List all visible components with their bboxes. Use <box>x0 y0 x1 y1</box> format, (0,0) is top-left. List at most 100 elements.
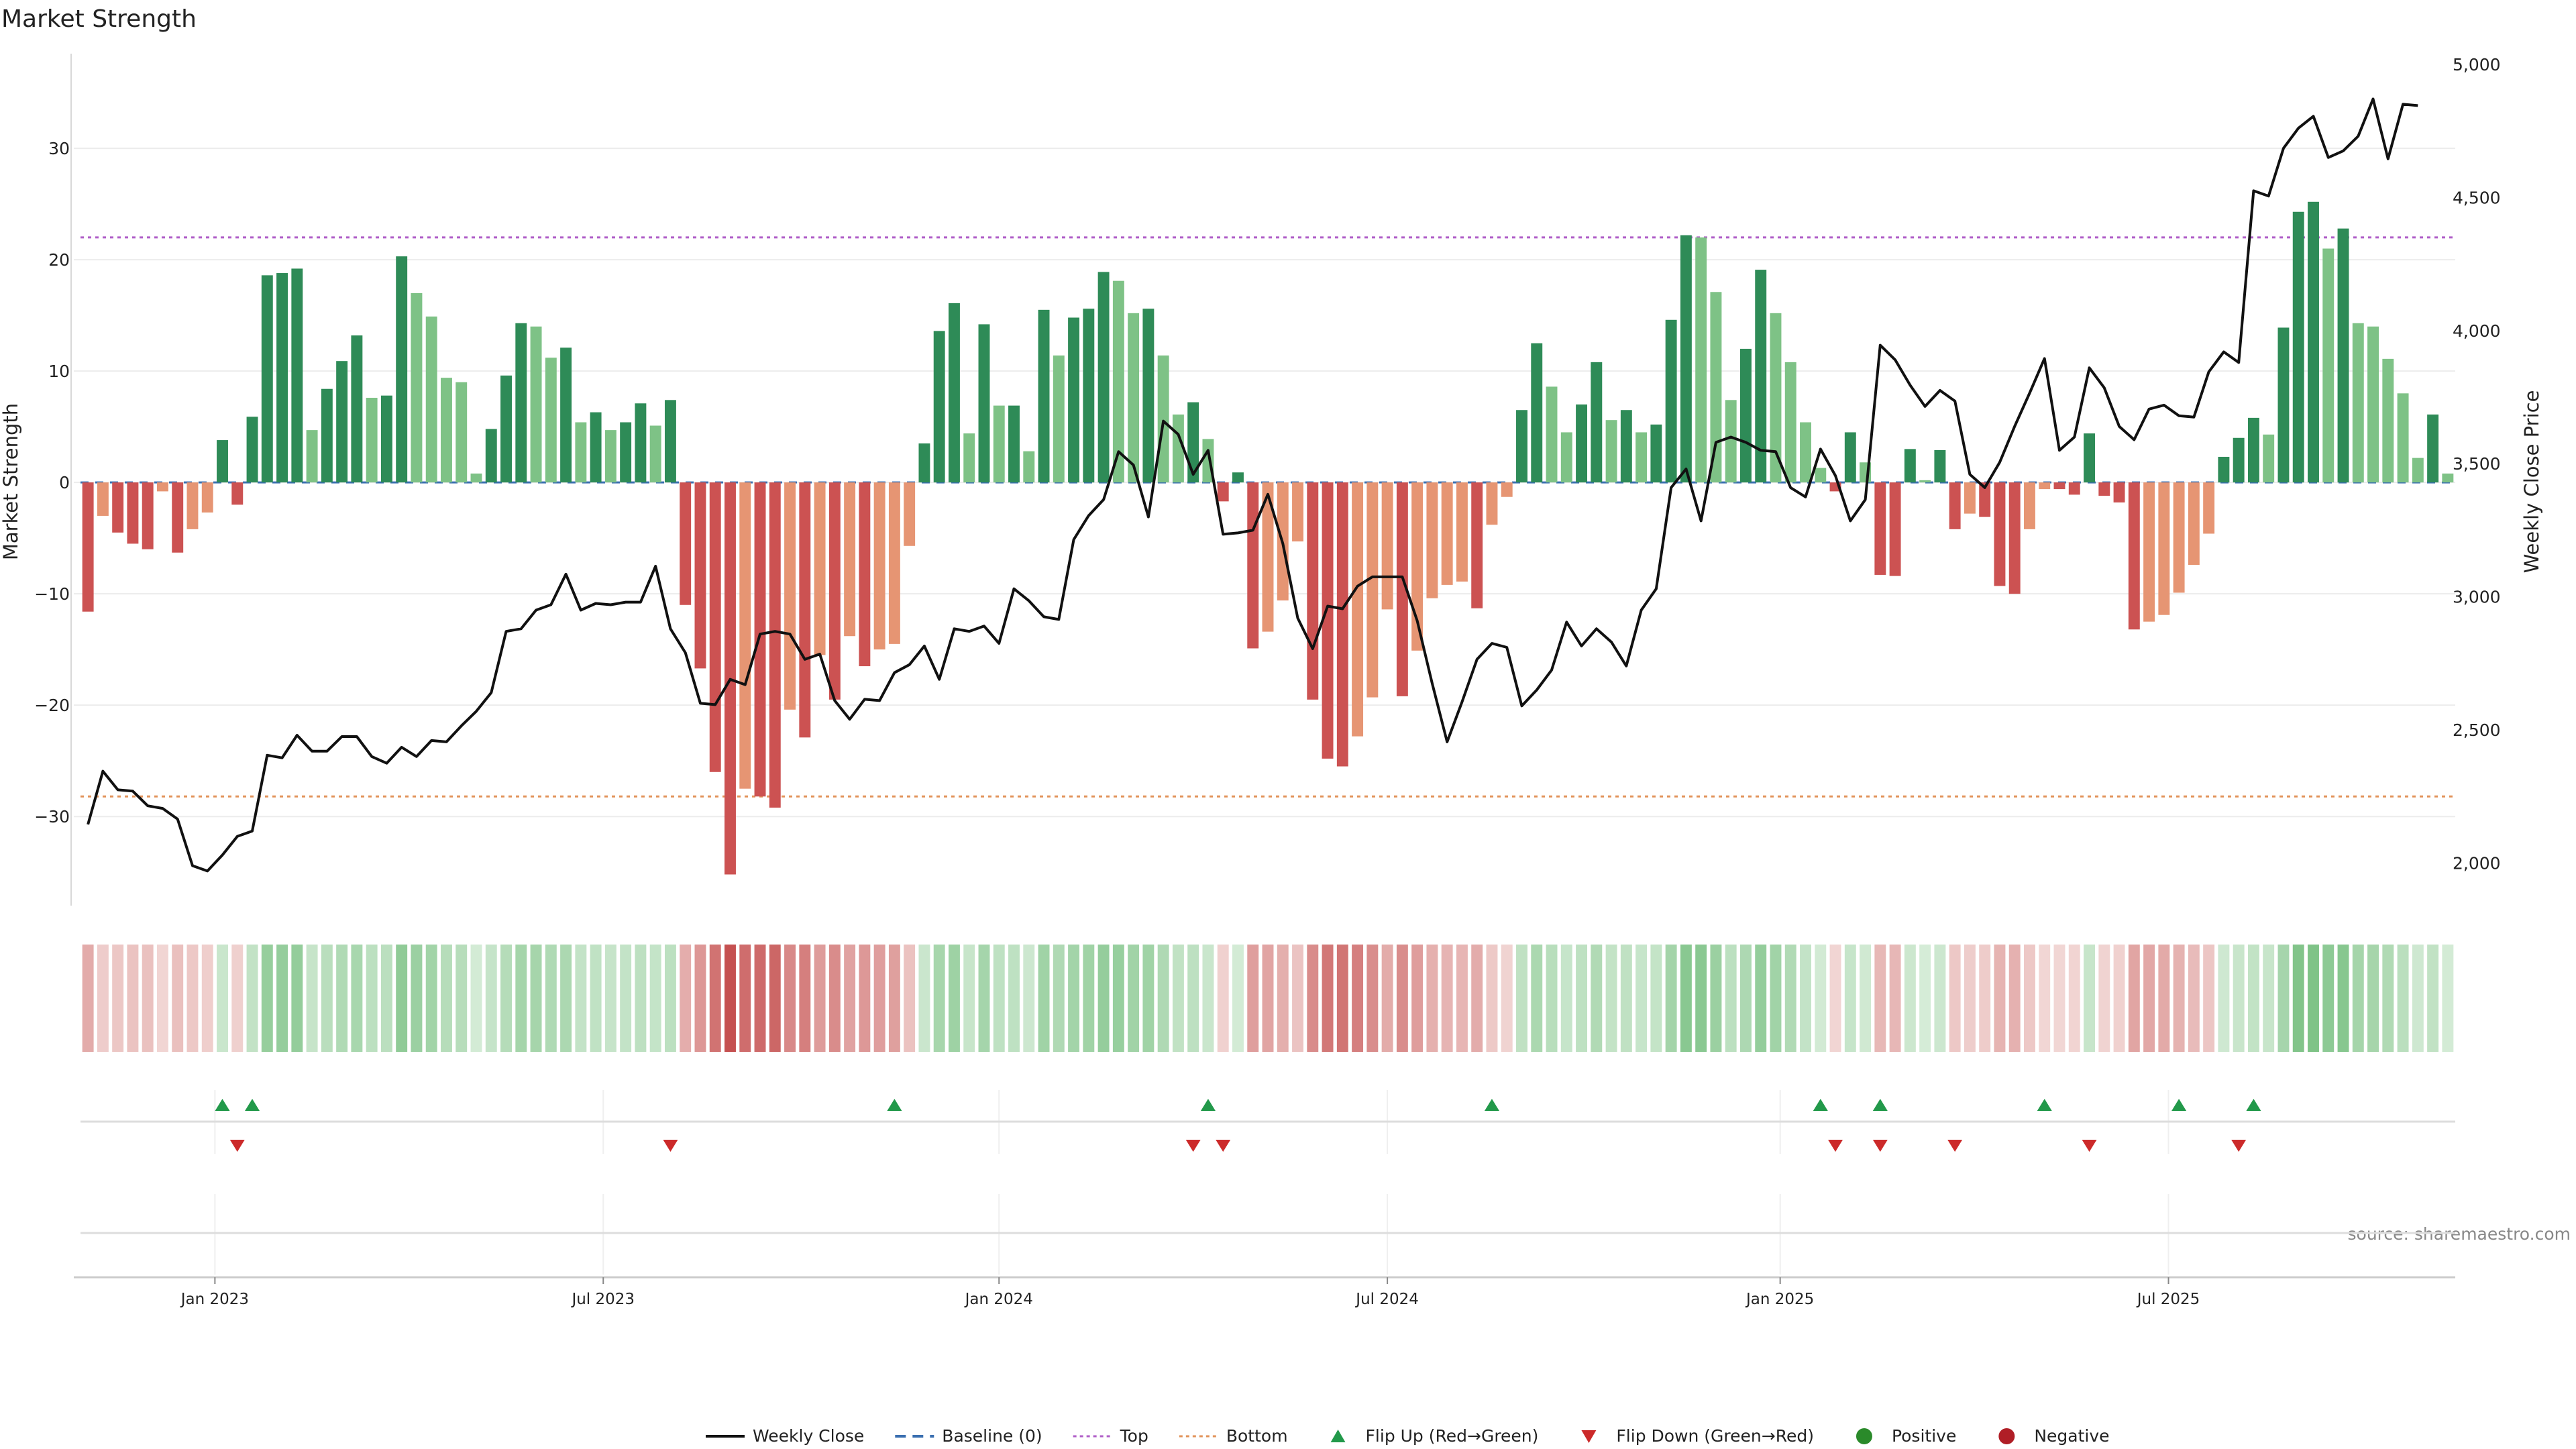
strength-bar <box>1187 402 1199 483</box>
strength-bar <box>1620 410 1632 483</box>
strength-bar <box>366 397 378 483</box>
strength-bar <box>1605 420 1617 483</box>
strength-bar <box>1128 313 1140 483</box>
heat-strip-cell <box>1665 945 1677 1052</box>
heat-strip-cell <box>1053 945 1065 1052</box>
strength-bar <box>97 482 109 516</box>
heat-strip-cell <box>1994 945 2006 1052</box>
heat-strip-cell <box>1739 945 1752 1052</box>
strength-bar <box>1964 482 1976 514</box>
heat-strip-cell <box>680 945 692 1052</box>
strength-bar <box>2382 358 2394 483</box>
strength-bar <box>709 482 721 772</box>
right-axis-label: Weekly Close Price <box>2520 390 2543 574</box>
heat-strip-cell <box>1187 945 1199 1052</box>
heat-strip-cell <box>560 945 572 1052</box>
heat-strip-cell <box>709 945 721 1052</box>
strength-bar <box>1023 451 1035 483</box>
strength-bar <box>530 326 542 483</box>
strength-bar <box>694 482 706 669</box>
heat-strip-cell <box>1322 945 1334 1052</box>
heat-strip-cell <box>1097 945 1110 1052</box>
heat-strip-cell <box>545 945 557 1052</box>
heat-strip-cell <box>172 945 184 1052</box>
heat-strip-cell <box>2024 945 2035 1052</box>
strength-bar <box>1695 237 1707 483</box>
strength-bar <box>2263 434 2275 483</box>
strength-bar <box>485 429 497 483</box>
heat-strip-cell <box>859 945 871 1052</box>
heat-strip-cell <box>2203 945 2215 1052</box>
heat-strip-cell <box>724 945 736 1052</box>
left-axis-label: Market Strength <box>0 403 22 560</box>
heat-strip-cell <box>2053 945 2065 1052</box>
heat-strip-cell <box>2277 945 2290 1052</box>
heat-strip-cell <box>754 945 766 1052</box>
strength-bar <box>1665 319 1677 483</box>
heat-strip-cell <box>2158 945 2170 1052</box>
strength-bar <box>351 335 363 483</box>
strength-bar <box>201 482 213 513</box>
heat-strip-cell <box>411 945 423 1052</box>
heat-strip-cell <box>127 945 139 1052</box>
strength-bar <box>1560 432 1572 483</box>
strength-bar <box>1217 482 1229 502</box>
heat-strip-cell <box>500 945 512 1052</box>
heat-strip-cell <box>217 945 228 1052</box>
flip-down-marker <box>663 1140 678 1152</box>
heat-strip-cell <box>1068 945 1080 1052</box>
heat-strip-cell <box>246 945 258 1052</box>
strength-bar <box>1486 482 1498 525</box>
heat-strip-cell <box>1217 945 1229 1052</box>
strength-bar <box>2247 417 2259 483</box>
heat-strip-cell <box>2068 945 2080 1052</box>
strength-bar <box>575 422 587 483</box>
date-tick-label: Jul 2023 <box>570 1291 635 1308</box>
heat-strip-cell <box>2308 945 2319 1052</box>
heat-strip-cell <box>2352 945 2364 1052</box>
heat-strip-cell <box>396 945 408 1052</box>
strength-bar <box>1053 355 1065 483</box>
strength-bar <box>814 482 826 655</box>
strength-bar <box>515 323 527 483</box>
strength-bar <box>873 482 885 650</box>
heat-strip-cell <box>1336 945 1348 1052</box>
heat-strip-cell <box>2233 945 2245 1052</box>
strength-bar <box>2412 458 2424 483</box>
strength-bar <box>142 482 154 549</box>
strength-bar <box>2188 482 2200 565</box>
strength-bar <box>769 482 781 808</box>
heat-strip-cell <box>1456 945 1468 1052</box>
heat-strip-cell <box>1277 945 1289 1052</box>
strength-bar <box>396 256 408 483</box>
legend-item: Baseline (0) <box>895 1426 1042 1446</box>
heat-strip-cell <box>2218 945 2230 1052</box>
strength-bar <box>1979 482 1991 517</box>
strength-bar <box>2233 437 2245 483</box>
strength-bar <box>231 482 244 505</box>
heat-strip-cell <box>455 945 468 1052</box>
heat-strip-cell <box>635 945 647 1052</box>
heat-strip-cell <box>948 945 960 1052</box>
strength-bar <box>1516 410 1527 483</box>
heat-strip-cell <box>186 945 199 1052</box>
heat-strip-cell <box>769 945 781 1052</box>
strength-bar <box>2084 433 2095 483</box>
legend-item: Negative <box>1998 1426 2110 1446</box>
heat-strip-cell <box>1307 945 1319 1052</box>
weekly-close-line <box>87 97 2418 873</box>
strength-bar <box>545 358 557 483</box>
strength-bar <box>1800 422 1811 483</box>
heat-strip-cell <box>1531 945 1543 1052</box>
legend-item: Top <box>1073 1426 1148 1446</box>
legend-label: Top <box>1120 1426 1148 1446</box>
strength-bar <box>1396 482 1408 696</box>
legend-item: Flip Up (Red→Green) <box>1330 1426 1538 1446</box>
heat-strip-cell <box>1680 945 1692 1052</box>
heat-strip-cell <box>1620 945 1632 1052</box>
heat-strip-cell <box>336 945 348 1052</box>
strength-bar <box>2113 482 2125 503</box>
strength-bar <box>2322 248 2334 483</box>
heat-strip-cell <box>1695 945 1707 1052</box>
heat-strip-cell <box>2442 945 2454 1052</box>
